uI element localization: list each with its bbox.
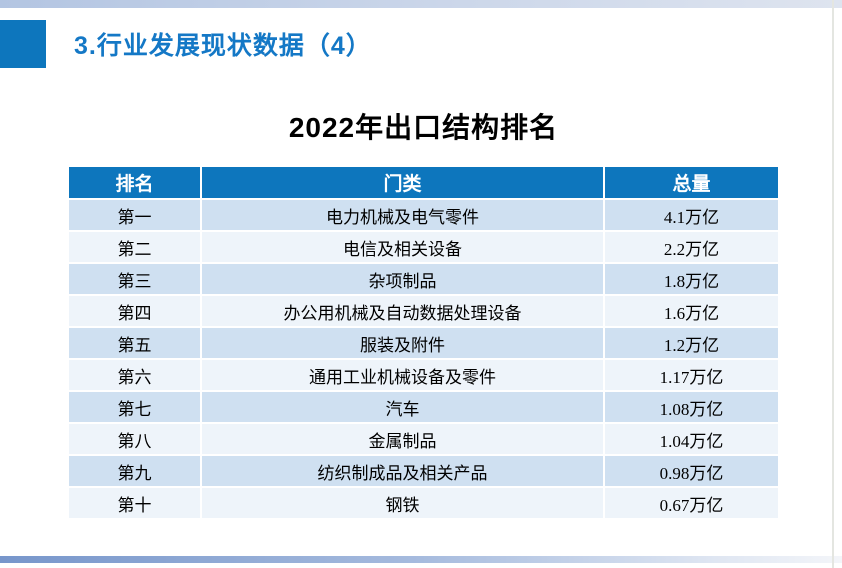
table-row: 第八 金属制品 1.04万亿: [69, 424, 778, 454]
table-row: 第五 服装及附件 1.2万亿: [69, 328, 778, 358]
col-header-category: 门类: [202, 167, 603, 198]
total-cell: 1.17万亿: [605, 360, 778, 390]
export-ranking-table: 排名 门类 总量 第一 电力机械及电气零件 4.1万亿 第二 电信及相关设备 2.2万亿第…: [67, 165, 780, 520]
rank-cell: 第十: [69, 488, 200, 518]
rank-cell: 第九: [69, 456, 200, 486]
category-cell: 办公用机械及自动数据处理设备: [202, 296, 603, 326]
table-row: 第六 通用工业机械设备及零件 1.17万亿: [69, 360, 778, 390]
slide-title: 3.行业发展现状数据（4）: [74, 32, 372, 60]
rank-cell: 第三: [69, 264, 200, 294]
category-cell: 钢铁: [202, 488, 603, 518]
table-row: 第四 办公用机械及自动数据处理设备 1.6万亿: [69, 296, 778, 326]
col-header-rank: 排名: [69, 167, 200, 198]
total-cell: 2.2万亿: [605, 232, 778, 262]
table-row: 第十 钢铁 0.67万亿: [69, 488, 778, 518]
category-cell: 杂项制品: [202, 264, 603, 294]
rank-cell: 第一: [69, 200, 200, 230]
col-header-total: 总量: [605, 167, 778, 198]
category-cell: 电力机械及电气零件: [202, 200, 603, 230]
total-cell: 0.67万亿: [605, 488, 778, 518]
table-header-row: 排名 门类 总量: [69, 167, 778, 198]
category-cell: 通用工业机械设备及零件: [202, 360, 603, 390]
category-cell: 金属制品: [202, 424, 603, 454]
total-cell: 1.8万亿: [605, 264, 778, 294]
header-accent-square: [0, 20, 46, 68]
table-row: 第三 杂项制品 1.8万亿: [69, 264, 778, 294]
category-cell: 纺织制成品及相关产品: [202, 456, 603, 486]
right-edge-line: [832, 0, 834, 568]
table-body: 第一 电力机械及电气零件 4.1万亿 第二 电信及相关设备 2.2万亿 第三 杂项制品 1.8万…: [69, 200, 778, 518]
category-cell: 汽车: [202, 392, 603, 422]
rank-cell: 第五: [69, 328, 200, 358]
rank-cell: 第六: [69, 360, 200, 390]
category-cell: 电信及相关设备: [202, 232, 603, 262]
rank-cell: 第四: [69, 296, 200, 326]
total-cell: 4.1万亿: [605, 200, 778, 230]
rank-cell: 第七: [69, 392, 200, 422]
bottom-bar: [0, 556, 842, 563]
total-cell: 1.08万亿: [605, 392, 778, 422]
top-strip: [0, 0, 842, 8]
total-cell: 0.98万亿: [605, 456, 778, 486]
table-row: 第九 纺织制成品及相关产品 0.98万亿: [69, 456, 778, 486]
table-row: 第二 电信及相关设备 2.2万亿: [69, 232, 778, 262]
table-row: 第一 电力机械及电气零件 4.1万亿: [69, 200, 778, 230]
total-cell: 1.6万亿: [605, 296, 778, 326]
category-cell: 服装及附件: [202, 328, 603, 358]
slide-header: 3.行业发展现状数据（4）: [0, 20, 372, 68]
table-title: 2022年出口结构排名: [288, 112, 559, 143]
table-row: 第七 汽车 1.08万亿: [69, 392, 778, 422]
rank-cell: 第八: [69, 424, 200, 454]
rank-cell: 第二: [69, 232, 200, 262]
total-cell: 1.2万亿: [605, 328, 778, 358]
total-cell: 1.04万亿: [605, 424, 778, 454]
